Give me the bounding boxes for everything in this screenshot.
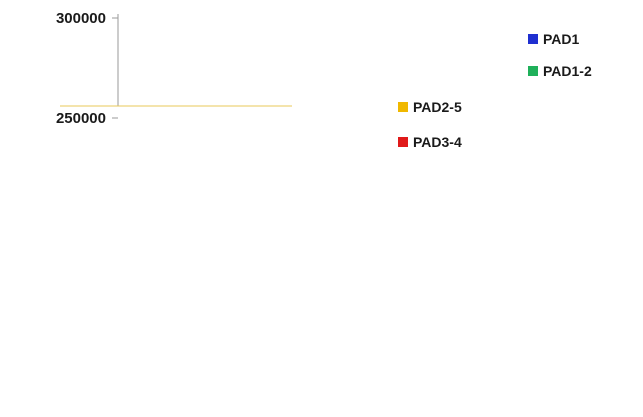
y-axis-ticks: 300000 250000 (56, 10, 118, 127)
legend-label: PAD2-5 (413, 99, 462, 115)
legend-swatch (398, 137, 408, 147)
legend-label: PAD1 (543, 31, 580, 47)
legend: PAD1 PAD1-2 PAD2-5 PAD3-4 (398, 31, 592, 150)
legend-swatch (528, 66, 538, 76)
y-tick-label: 250000 (56, 110, 106, 127)
legend-swatch (528, 34, 538, 44)
legend-label: PAD1-2 (543, 63, 592, 79)
legend-swatch (398, 102, 408, 112)
y-tick-label: 300000 (56, 10, 106, 27)
legend-label: PAD3-4 (413, 134, 462, 150)
